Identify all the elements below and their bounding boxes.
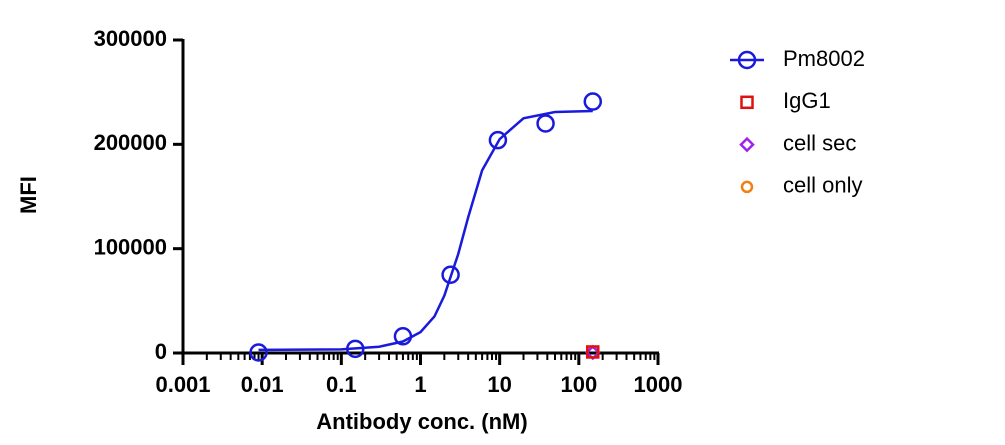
y-tick-label: 300000 [94, 26, 167, 51]
legend-marker [740, 95, 754, 110]
data-point [536, 114, 555, 133]
y-tick-label: 0 [155, 339, 167, 364]
x-tick-label: 0.01 [241, 372, 284, 397]
data-point [441, 265, 460, 284]
data-point [488, 130, 508, 150]
data-point [393, 327, 413, 346]
y-tick-label: 200000 [94, 130, 167, 155]
x-tick-label: 1000 [634, 372, 683, 397]
y-tick-label: 100000 [94, 234, 167, 259]
data-point [346, 339, 365, 359]
x-tick-label: 0.001 [155, 372, 210, 397]
legend-marker [739, 136, 755, 153]
x-axis-title: Antibody conc. (nM) [316, 409, 527, 434]
legend-marker [737, 50, 757, 70]
legend-marker [740, 180, 754, 194]
legend-label: IgG1 [783, 88, 831, 113]
fit-curve [258, 109, 593, 352]
data-point [586, 345, 600, 359]
data-point [249, 343, 268, 362]
data-point [583, 92, 603, 111]
legend-label: cell only [783, 173, 862, 198]
x-tick-label: 1 [414, 372, 426, 397]
x-tick-label: 10 [487, 372, 511, 397]
y-axis-title: MFI [16, 176, 41, 214]
legend-label: Pm8002 [783, 46, 865, 71]
x-tick-label: 100 [560, 372, 597, 397]
legend-label: cell sec [783, 130, 856, 155]
x-tick-label: 0.1 [326, 372, 357, 397]
